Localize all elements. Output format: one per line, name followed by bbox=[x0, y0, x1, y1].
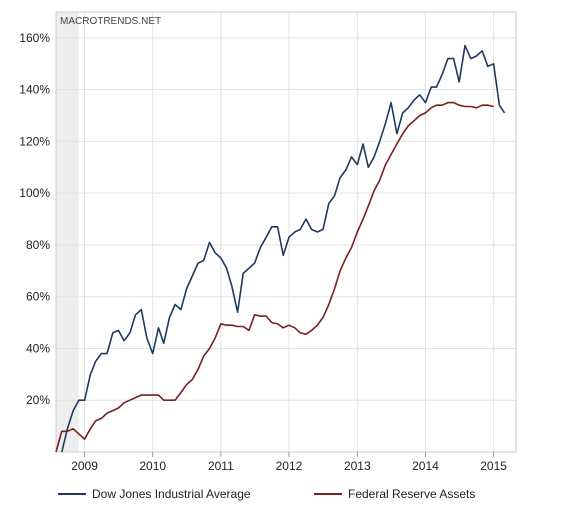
legend-label: Dow Jones Industrial Average bbox=[92, 487, 251, 501]
fed-assets-line bbox=[55, 101, 494, 453]
y-tick-label: 100% bbox=[19, 186, 50, 200]
x-tick-label: 2015 bbox=[480, 459, 507, 473]
plot-border bbox=[55, 11, 517, 453]
dow-jones-line bbox=[61, 44, 506, 453]
legend: Dow Jones Industrial Average Federal Rese… bbox=[58, 487, 475, 501]
y-tick-label: 60% bbox=[26, 290, 50, 304]
y-tick-label: 140% bbox=[19, 83, 50, 97]
series-layer bbox=[55, 44, 506, 453]
x-tick-label: 2014 bbox=[412, 459, 439, 473]
gridlines bbox=[56, 12, 516, 452]
source-label: MACROTRENDS.NET bbox=[60, 16, 161, 27]
y-tick-label: 120% bbox=[19, 134, 50, 148]
x-axis-ticks: 2009 2010 2011 2012 2013 2014 2015 bbox=[71, 452, 507, 473]
y-tick-label: 160% bbox=[19, 31, 50, 45]
y-axis-ticks: 20% 40% 60% 80% 100% 120% 140% 160% bbox=[19, 31, 50, 407]
x-tick-label: 2011 bbox=[208, 459, 234, 473]
y-tick-label: 80% bbox=[26, 238, 50, 252]
x-tick-label: 2009 bbox=[71, 459, 98, 473]
y-tick-label: 40% bbox=[26, 341, 50, 355]
x-tick-label: 2010 bbox=[139, 459, 166, 473]
shaded-period bbox=[56, 12, 79, 452]
y-tick-label: 20% bbox=[26, 393, 50, 407]
x-tick-label: 2013 bbox=[344, 459, 371, 473]
legend-label: Federal Reserve Assets bbox=[348, 487, 475, 501]
x-tick-label: 2012 bbox=[276, 459, 303, 473]
